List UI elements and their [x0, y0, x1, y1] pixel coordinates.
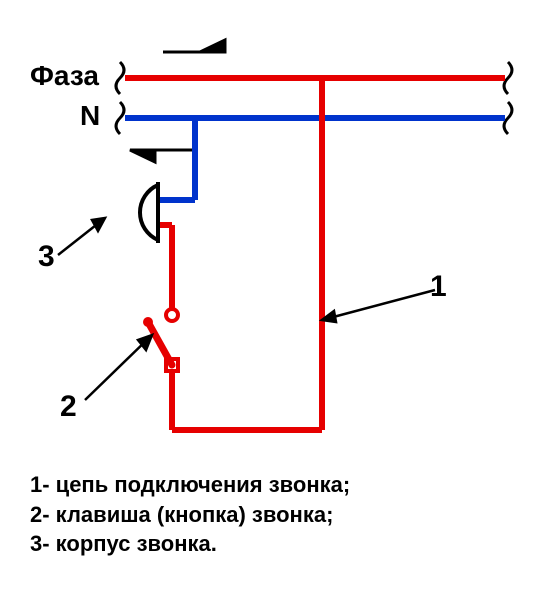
- phase-label: Фаза: [30, 60, 99, 92]
- direction-flag-bottom: [130, 150, 192, 162]
- leader-3: [58, 218, 105, 255]
- rail-break-left-neutral: [116, 102, 124, 134]
- leader-2: [85, 335, 152, 400]
- legend-line-3: 3- корпус звонка.: [30, 529, 350, 559]
- neutral-label: N: [80, 100, 100, 132]
- ref-3: 3: [38, 240, 55, 274]
- rail-break-left-phase: [116, 62, 124, 94]
- legend-line-1: 1- цепь подключения звонка;: [30, 470, 350, 500]
- legend-line-2: 2- клавиша (кнопка) звонка;: [30, 500, 350, 530]
- ref-2: 2: [60, 390, 77, 424]
- rail-break-right-phase: [504, 62, 512, 94]
- switch-node-top: [166, 309, 178, 321]
- legend: 1- цепь подключения звонка; 2- клавиша (…: [30, 470, 350, 559]
- leader-1: [322, 290, 435, 322]
- direction-flag-top: [163, 40, 225, 52]
- rail-break-right-neutral: [504, 102, 512, 134]
- diagram-container: Фаза N 1 2 3 1- цепь подключения звонка;…: [0, 0, 543, 600]
- switch-lever-tip: [143, 317, 153, 327]
- bell-body: [140, 185, 158, 240]
- switch-lever: [148, 322, 172, 365]
- ref-1: 1: [430, 270, 447, 304]
